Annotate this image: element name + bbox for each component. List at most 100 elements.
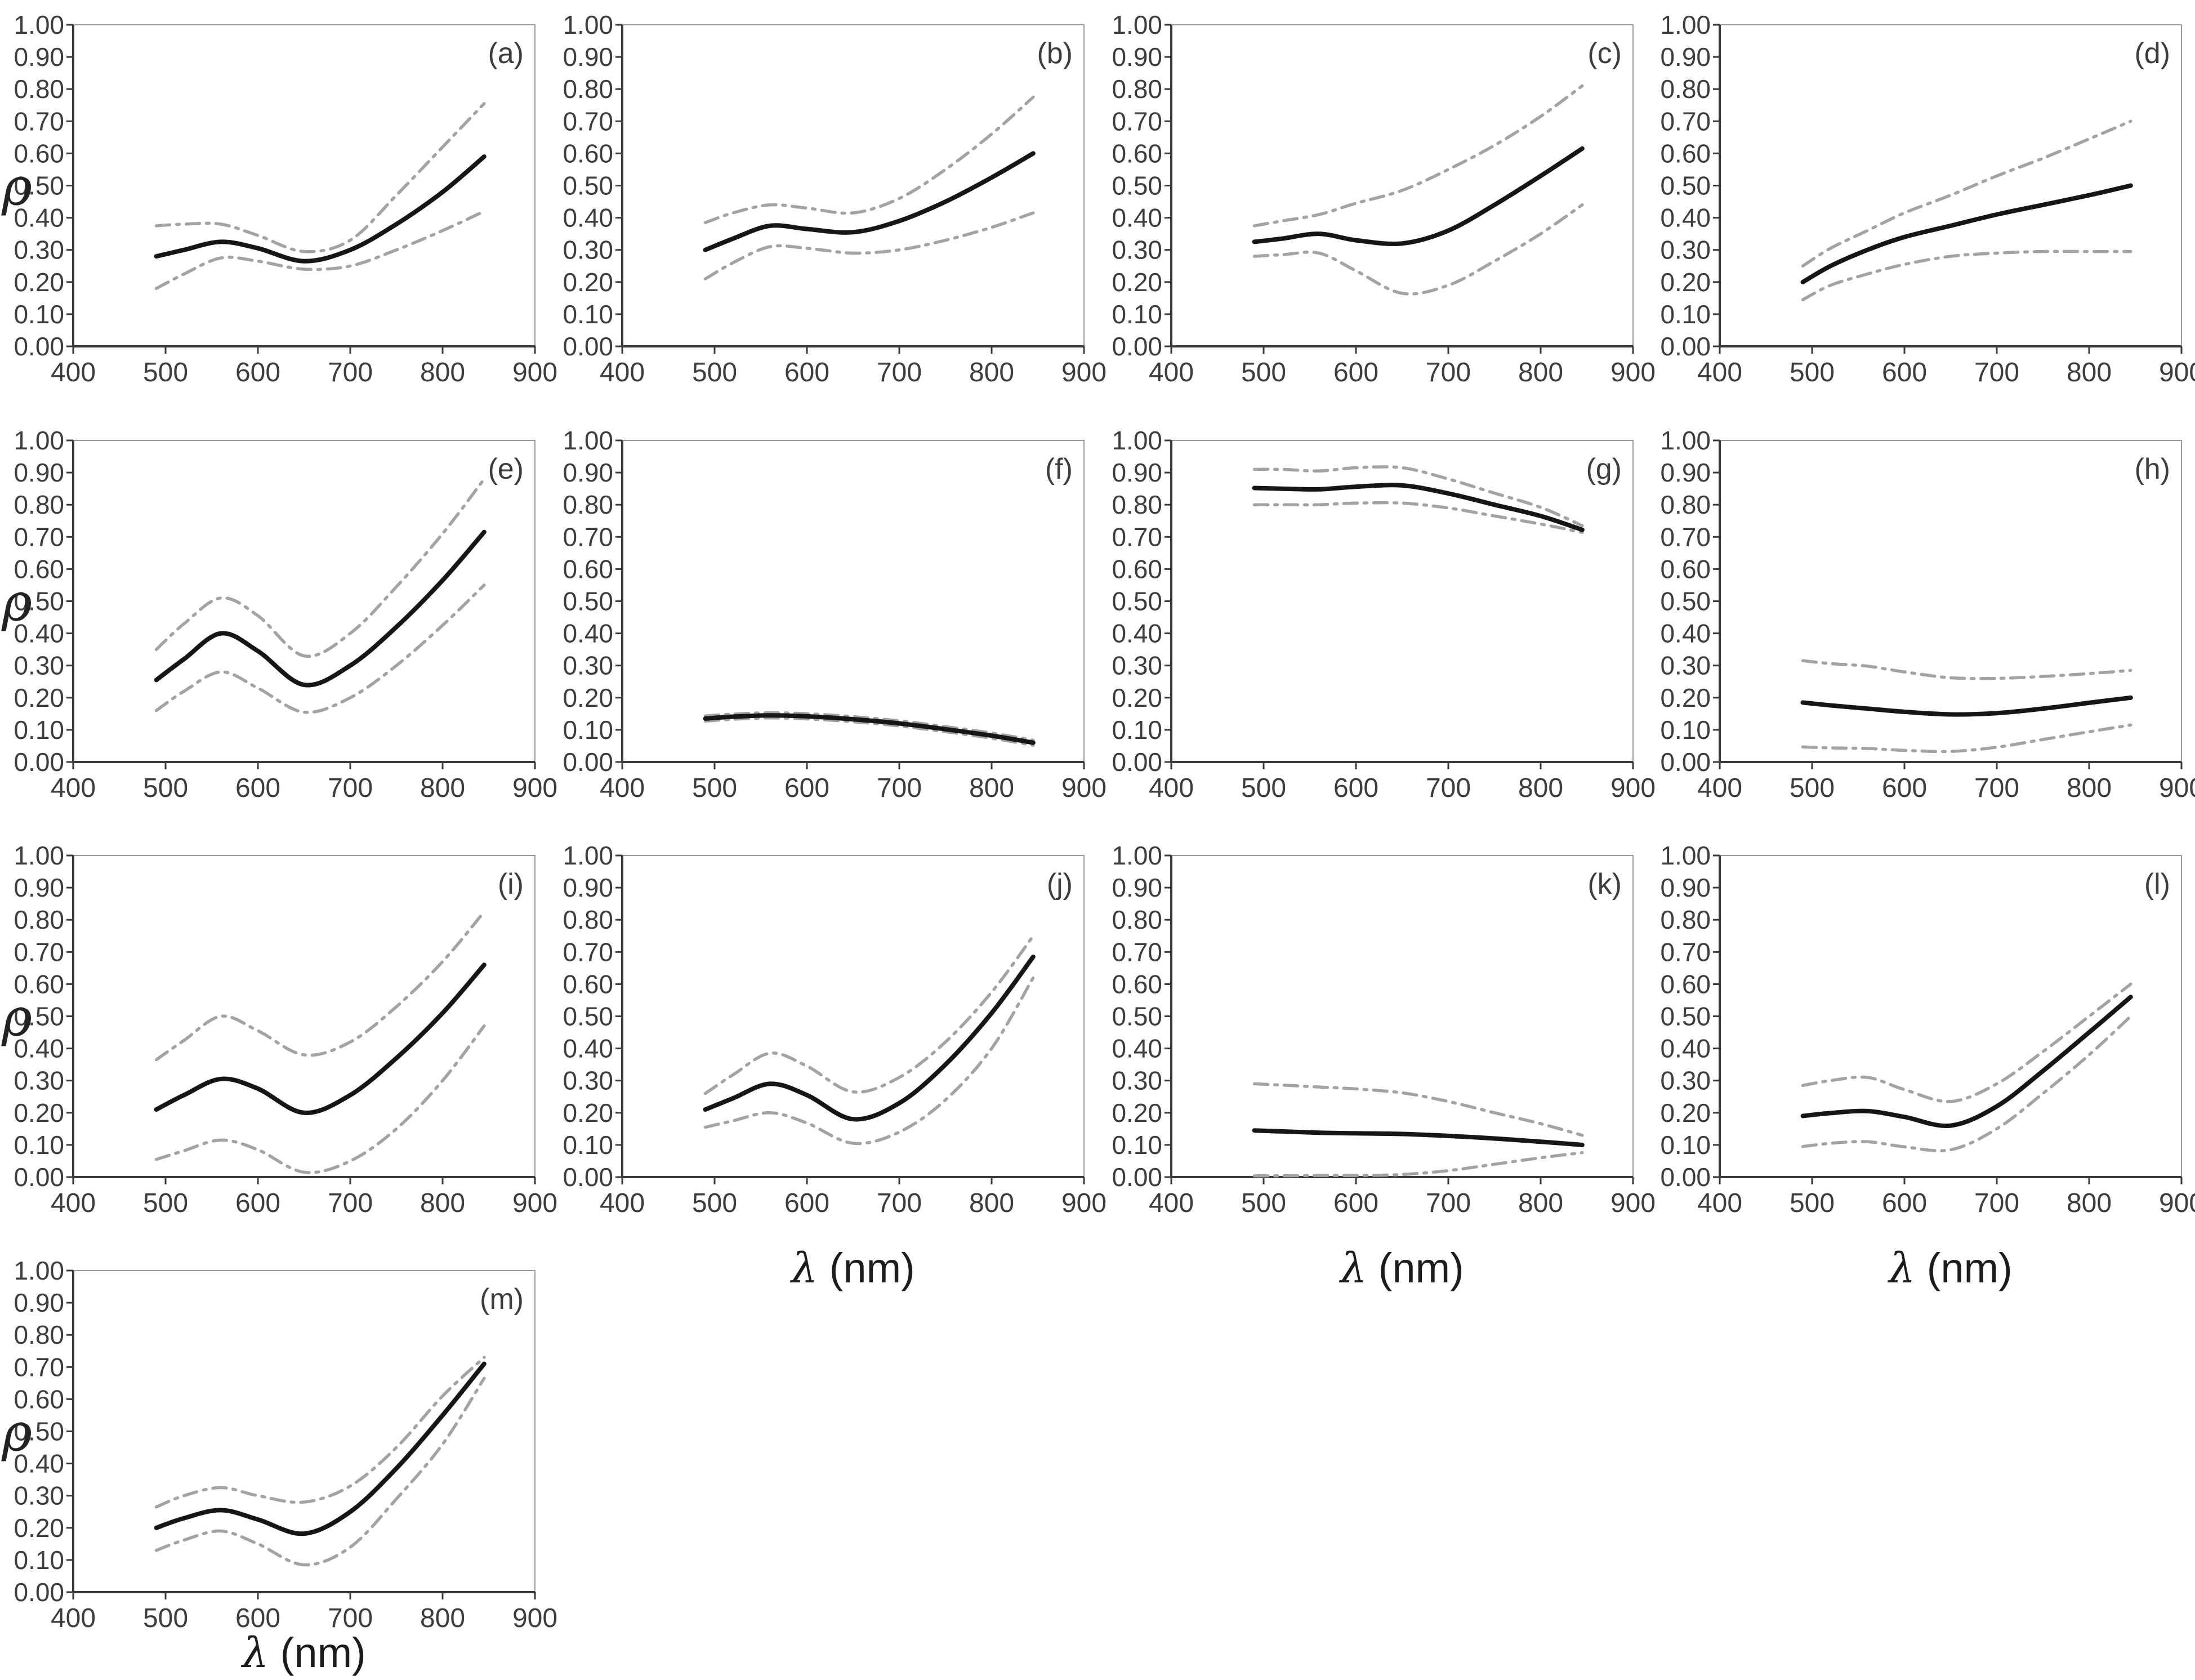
- y-tick-label: 0.40: [1660, 203, 1711, 233]
- y-tick-label: 0.60: [1112, 554, 1162, 583]
- y-tick-label: 0.90: [14, 1288, 64, 1317]
- x-tick-label: 900: [1610, 358, 1656, 387]
- y-tick-label: 0.70: [14, 1352, 64, 1382]
- x-tick-label: 700: [877, 1188, 922, 1218]
- y-tick-label: 0.70: [1660, 522, 1711, 551]
- y-tick-label: 0.90: [1660, 458, 1711, 487]
- y-tick-label: 0.60: [563, 554, 613, 583]
- y-tick-label: 0.90: [1112, 458, 1162, 487]
- y-tick-label: 0.00: [14, 1577, 64, 1607]
- plot-frame: [622, 855, 1085, 1178]
- chart-h: 0.000.10 0.20 0.30 0.40 0.50 0.60 0.70 0.80 0.90…: [1660, 426, 2195, 803]
- x-tick-label: 600: [235, 1188, 280, 1218]
- chart-g: 0.000.10 0.20 0.30 0.40 0.50 0.60 0.70 0.80 0.90…: [1112, 426, 1656, 803]
- x-tick-label: 600: [1882, 358, 1927, 387]
- x-tick-label: 800: [2067, 358, 2112, 387]
- x-axis-title: λ (nm): [1339, 1244, 1464, 1293]
- y-tick-label: 0.40: [14, 203, 64, 233]
- y-tick-label: 0.20: [563, 1098, 613, 1128]
- panel-letter: (f): [1045, 453, 1073, 485]
- y-tick-label: 0.20: [14, 268, 64, 297]
- y-tick-label: 0.80: [1660, 74, 1711, 104]
- panel-j: 0.00 0.10 0.20 0.30 0.40 0.50 0.60 0.70 0.80 0.90…: [549, 831, 1107, 1315]
- x-tick-label: 500: [1790, 1188, 1835, 1218]
- y-tick-label: 0.60: [14, 969, 64, 999]
- y-tick-label: 0.00: [563, 1162, 613, 1192]
- mean-curve: [1252, 146, 1585, 247]
- y-axis-title: ρ: [1, 988, 32, 1048]
- x-axis-title: λ (nm): [789, 1244, 915, 1293]
- mean-curve: [154, 962, 487, 1115]
- lower-ci-curve: [1801, 249, 2132, 301]
- y-tick-label: 0.10: [563, 300, 613, 329]
- mean-curve: [703, 151, 1036, 252]
- x-tick-label: 800: [969, 1188, 1014, 1218]
- x-tick-label: 800: [420, 773, 465, 803]
- chart-e: 0.000.10 0.20 0.30 0.40 0.50 0.60 0.70 0.80 0.90…: [1, 426, 557, 803]
- x-tick-label: 500: [143, 1603, 188, 1633]
- y-tick-label: 1.00: [1112, 10, 1162, 39]
- y-tick-label: 0.20: [1660, 1098, 1711, 1128]
- y-tick-label: 0.30: [563, 1066, 613, 1095]
- y-tick-label: 0.70: [1112, 106, 1162, 136]
- x-tick-label: 500: [1241, 358, 1286, 387]
- x-tick-label: 400: [1149, 1188, 1194, 1218]
- y-tick-label: 0.40: [563, 619, 613, 648]
- upper-ci-curve: [703, 711, 1035, 742]
- y-tick-label: 1.00: [14, 1256, 64, 1285]
- x-tick-label: 500: [1790, 773, 1835, 803]
- y-axis-title: ρ: [1, 1403, 32, 1463]
- x-tick-label: 600: [1333, 773, 1378, 803]
- y-tick-label: 0.70: [563, 937, 613, 966]
- y-tick-label: 1.00: [1112, 426, 1162, 455]
- x-tick-label: 500: [692, 1188, 737, 1218]
- y-tick-label: 0.10: [14, 1130, 64, 1160]
- x-tick-label: 800: [420, 1603, 465, 1633]
- y-tick-label: 0.30: [563, 651, 613, 680]
- plot-frame: [73, 1270, 536, 1593]
- panel-l: 0.00 0.10 0.20 0.30 0.40 0.50 0.60 0.70 0.80 0.90…: [1647, 831, 2195, 1315]
- y-tick-label: 0.10: [14, 300, 64, 329]
- y-tick-label: 0.50: [14, 171, 64, 200]
- x-tick-label: 800: [2067, 773, 2112, 803]
- panel-a: 0.00 0.10 0.20 0.30 0.40 0.50 0.60 0.70 0.80 0.90…: [0, 0, 557, 420]
- y-tick-label: 0.60: [14, 1384, 64, 1414]
- y-tick-label: 0.10: [1112, 715, 1162, 745]
- lower-ci-curve: [1252, 501, 1584, 534]
- y-tick-label: 0.90: [1660, 873, 1711, 902]
- lower-ci-curve: [703, 716, 1035, 747]
- x-tick-label: 500: [692, 358, 737, 387]
- y-tick-label: 0.30: [1112, 1066, 1162, 1095]
- y-tick-label: 0.80: [1112, 74, 1162, 104]
- upper-ci-curve: [154, 102, 486, 253]
- plot-frame: [622, 24, 1085, 347]
- panel-g: 0.00 0.10 0.20 0.30 0.40 0.50 0.60 0.70 0.80 0.90…: [1098, 416, 1656, 836]
- y-tick-label: 0.30: [14, 651, 64, 680]
- x-tick-label: 700: [328, 358, 373, 387]
- chart-f: 0.000.10 0.20 0.30 0.40 0.50 0.60 0.70 0.80 0.90…: [563, 426, 1107, 803]
- x-axis-title: λ (nm): [1887, 1244, 2013, 1293]
- x-tick-label: 600: [784, 773, 829, 803]
- x-tick-label: 500: [1241, 773, 1286, 803]
- lower-ci-curve: [703, 211, 1035, 280]
- panel-letter: (l): [2144, 868, 2170, 901]
- chart-l: 0.000.100.20 0.30 0.40 0.50 0.60 0.70 0.80 0.90…: [1660, 841, 2195, 1293]
- x-tick-label: 900: [1610, 1188, 1656, 1218]
- x-tick-label: 800: [1518, 1188, 1563, 1218]
- panel-letter: (c): [1587, 37, 1622, 70]
- x-tick-label: 400: [1697, 1188, 1742, 1218]
- x-tick-label: 700: [328, 1603, 373, 1633]
- x-tick-label: 700: [877, 358, 922, 387]
- y-tick-label: 0.90: [563, 458, 613, 487]
- y-tick-label: 0.40: [563, 203, 613, 233]
- y-tick-label: 0.10: [1660, 300, 1711, 329]
- upper-ci-curve: [703, 95, 1035, 224]
- plot-frame: [1171, 855, 1634, 1178]
- plot-frame: [73, 855, 536, 1178]
- mean-curve: [703, 713, 1036, 745]
- x-tick-label: 800: [420, 358, 465, 387]
- x-tick-label: 700: [1974, 1188, 2019, 1218]
- y-tick-label: 0.70: [1112, 937, 1162, 966]
- y-tick-label: 0.00: [1112, 332, 1162, 361]
- y-tick-label: 0.30: [1112, 235, 1162, 265]
